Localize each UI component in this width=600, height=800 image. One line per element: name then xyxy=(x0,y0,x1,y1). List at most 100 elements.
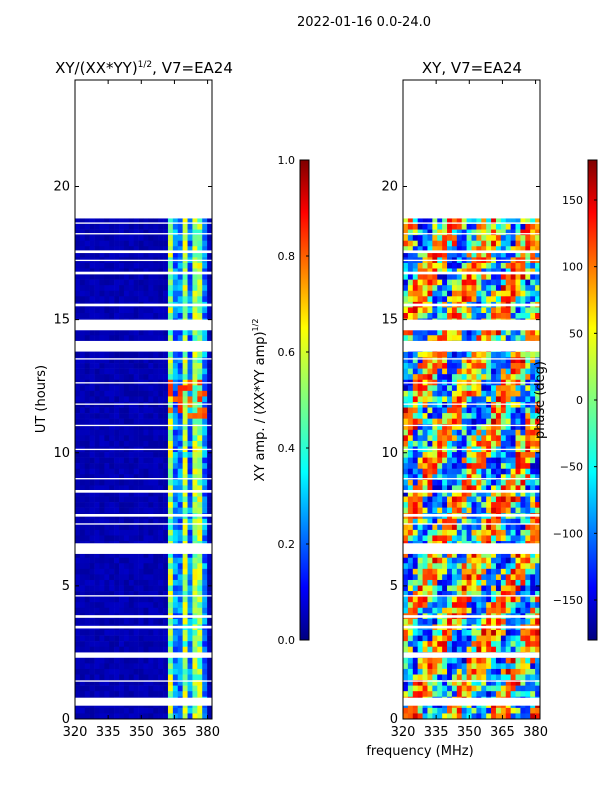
right-heatmap-cell xyxy=(476,368,482,375)
right-heatmap-cell xyxy=(525,452,531,458)
left-heatmap-cell xyxy=(163,668,169,675)
right-heatmap-cell xyxy=(432,368,438,375)
right-heatmap-cell xyxy=(456,235,463,241)
right-heatmap-cell xyxy=(535,535,541,542)
right-heatmap-cell xyxy=(403,385,409,392)
left-heatmap-cell xyxy=(187,552,193,559)
right-heatmap-cell xyxy=(505,618,511,625)
right-heatmap-cell xyxy=(461,424,467,431)
left-heatmap-cell xyxy=(104,618,110,625)
right-heatmap-cell xyxy=(500,518,507,525)
left-heatmap-cell xyxy=(153,457,159,464)
right-heatmap-cell xyxy=(407,296,414,303)
left-heatmap-cell xyxy=(192,502,198,508)
left-heatmap-cell xyxy=(109,262,115,269)
left-heatmap-cell xyxy=(143,707,149,714)
left-heatmap-cell xyxy=(94,385,100,392)
right-heatmap-cell xyxy=(432,691,438,698)
right-heatmap-cell xyxy=(500,585,507,592)
left-heatmap-cell xyxy=(143,490,149,497)
left-heatmap-cell xyxy=(133,235,139,241)
left-heatmap-cell xyxy=(163,251,169,258)
left-heatmap-cell xyxy=(84,363,90,369)
right-heatmap-cell xyxy=(412,351,418,358)
right-heatmap-cell xyxy=(530,496,536,503)
right-heatmap-cell xyxy=(510,335,516,342)
right-heatmap-cell xyxy=(515,285,521,292)
right-heatmap-cell xyxy=(412,390,418,397)
left-heatmap-cell xyxy=(99,440,105,447)
left-heatmap-cell xyxy=(123,246,130,253)
right-heatmap-cell xyxy=(437,429,443,436)
left-heatmap-cell xyxy=(128,285,135,292)
left-heatmap-cell xyxy=(94,413,100,419)
left-heatmap-cell xyxy=(167,657,174,664)
right-heatmap-cell xyxy=(530,235,536,241)
right-heatmap-cell xyxy=(412,668,418,675)
right-heatmap-cell xyxy=(442,535,448,542)
left-heatmap-cell xyxy=(187,563,193,570)
left-heatmap-cell xyxy=(123,401,130,408)
left-heatmap-cell xyxy=(123,374,130,381)
left-heatmap-cell xyxy=(148,585,154,592)
right-heatmap-cell xyxy=(520,262,526,269)
left-heatmap-cell xyxy=(158,407,164,414)
left-heatmap-cell xyxy=(153,363,159,369)
left-heatmap-cell xyxy=(153,296,159,303)
left-heatmap-cell xyxy=(79,235,86,241)
right-heatmap-cell xyxy=(466,574,472,581)
right-heatmap-cell xyxy=(471,440,477,447)
left-heatmap-cell xyxy=(197,246,203,253)
right-heatmap-cell xyxy=(486,474,492,481)
left-heatmap-cell xyxy=(182,351,188,358)
right-heatmap-cell xyxy=(500,351,507,358)
right-heatmap-cell xyxy=(417,641,423,647)
left-heatmap-cell xyxy=(79,657,86,664)
right-heatmap-cell xyxy=(461,635,467,642)
right-heatmap-cell xyxy=(510,630,516,636)
right-heatmap-cell xyxy=(432,563,438,570)
left-heatmap-cell xyxy=(128,474,135,481)
left-heatmap-cell xyxy=(123,713,130,720)
amplitude-ylabel: UT (hours) xyxy=(34,365,49,433)
left-heatmap-cell xyxy=(202,235,208,241)
left-heatmap-cell xyxy=(163,490,169,497)
left-heatmap-cell xyxy=(114,357,120,364)
right-heatmap-cell xyxy=(505,413,511,419)
left-heatmap-cell xyxy=(187,235,193,241)
right-heatmap-cell xyxy=(417,418,423,425)
left-heatmap-cell xyxy=(163,535,169,542)
right-heatmap-cell xyxy=(461,240,467,247)
left-heatmap-cell xyxy=(167,646,174,653)
right-heatmap-cell xyxy=(412,674,418,681)
left-heatmap-cell xyxy=(148,440,154,447)
left-heatmap-cell xyxy=(75,374,81,381)
left-heatmap-cell xyxy=(172,502,179,508)
left-heatmap-cell xyxy=(94,496,100,503)
right-heatmap-cell xyxy=(505,279,511,286)
right-heatmap-cell xyxy=(437,474,443,481)
left-heatmap-cell xyxy=(75,685,81,692)
right-heatmap-cell xyxy=(510,535,516,542)
left-heatmap-cell xyxy=(133,591,139,597)
right-heatmap-cell xyxy=(471,635,477,642)
left-heatmap-cell xyxy=(158,691,164,698)
right-heatmap-cell xyxy=(520,374,526,381)
left-heatmap-cell xyxy=(94,418,100,425)
left-heatmap-cell xyxy=(104,224,110,230)
left-heatmap-cell xyxy=(128,557,135,564)
right-heatmap-cell xyxy=(432,279,438,286)
left-heatmap-cell xyxy=(153,630,159,636)
left-colorbar-tick-label: 1.0 xyxy=(278,154,296,167)
right-heatmap-cell xyxy=(530,646,536,653)
left-heatmap-cell xyxy=(148,502,154,508)
left-heatmap-cell xyxy=(104,218,110,225)
left-heatmap-cell xyxy=(148,229,154,236)
left-heatmap-cell xyxy=(75,240,81,247)
left-heatmap-cell xyxy=(192,218,198,225)
right-heatmap-cell xyxy=(486,385,492,392)
right-heatmap-cell xyxy=(471,307,477,314)
right-heatmap-cell xyxy=(486,413,492,419)
right-heatmap-cell xyxy=(427,418,433,425)
left-heatmap-cell xyxy=(202,635,208,642)
